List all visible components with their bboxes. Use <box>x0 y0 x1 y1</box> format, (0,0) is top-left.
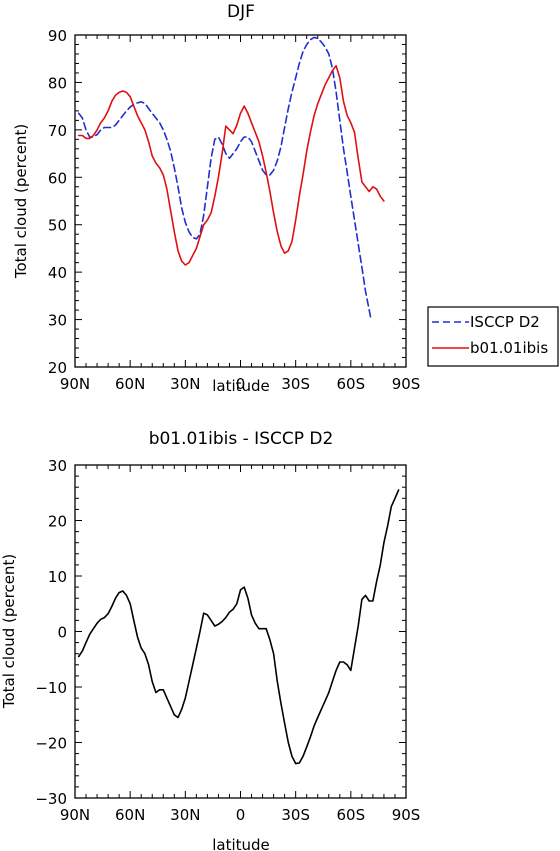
bottom-y-tick-label: −20 <box>35 735 67 753</box>
top-x-axis: 90N 60N 30N 0 30S 60S 90S <box>60 35 420 393</box>
bottom-y-axis: −30 −20 −10 0 10 20 30 <box>35 457 406 808</box>
top-x-tick-label: 0 <box>236 375 246 393</box>
top-x-tick-label: 90N <box>60 375 90 393</box>
bottom-x-axis: 90N 60N 30N 0 30S 60S 90S <box>60 465 420 824</box>
top-x-tick-label: 60S <box>337 375 366 393</box>
top-chart-panel: DJF 20 30 40 50 60 70 80 90 90N 60N 30N 0 30S 60S 90S… <box>12 2 559 395</box>
top-y-tick-label: 90 <box>48 27 67 45</box>
top-y-tick-label: 60 <box>48 169 67 187</box>
bottom-x-axis-label: latitude <box>212 836 270 851</box>
top-x-tick-label: 90S <box>392 375 421 393</box>
bottom-y-axis-label: Total cloud (percent) <box>0 554 18 709</box>
legend-label-b01: b01.01ibis <box>470 339 548 357</box>
top-y-axis: 20 30 40 50 60 70 80 90 <box>48 27 406 377</box>
top-y-tick-label: 30 <box>48 312 67 330</box>
top-x-tick-label: 30S <box>281 375 310 393</box>
legend-label-isccp: ISCCP D2 <box>470 313 540 331</box>
bottom-y-tick-label: −10 <box>35 679 67 697</box>
bottom-chart-panel: b01.01ibis - ISCCP D2 −30 −20 −10 0 10 20 30 9… <box>0 429 420 851</box>
top-x-tick-label: 60N <box>115 375 145 393</box>
bottom-y-tick-label: 30 <box>48 457 67 475</box>
bottom-x-tick-label: 30N <box>170 806 200 824</box>
bottom-chart-title: b01.01ibis - ISCCP D2 <box>149 429 334 449</box>
bottom-y-tick-label: 20 <box>48 513 67 531</box>
top-series-group <box>77 36 385 321</box>
top-y-axis-label: Total cloud (percent) <box>12 124 30 279</box>
bottom-x-tick-label: 30S <box>281 806 310 824</box>
legend-box <box>427 306 559 367</box>
bottom-x-tick-label: 60S <box>337 806 366 824</box>
bottom-x-tick-label: 0 <box>236 806 246 824</box>
bottom-x-tick-label: 90S <box>392 806 421 824</box>
top-series-line-b01-01ibis <box>77 65 385 266</box>
bottom-x-tick-label: 90N <box>60 806 90 824</box>
top-y-tick-label: 20 <box>48 359 67 377</box>
bottom-y-tick-label: 0 <box>57 624 67 642</box>
top-y-tick-label: 50 <box>48 217 67 235</box>
bottom-series-line-0 <box>77 489 400 765</box>
legend: ISCCP D2 b01.01ibis <box>427 306 559 367</box>
bottom-series-group <box>77 489 400 765</box>
bottom-x-tick-label: 60N <box>115 806 145 824</box>
top-y-tick-label: 70 <box>48 122 67 140</box>
top-y-tick-label: 40 <box>48 264 67 282</box>
top-y-tick-label: 80 <box>48 74 67 92</box>
bottom-y-tick-label: −30 <box>35 790 67 808</box>
top-x-tick-label: 30N <box>170 375 200 393</box>
top-series-line-isccp-d2 <box>77 36 372 321</box>
top-x-axis-label: latitude <box>212 377 270 395</box>
top-chart-title: DJF <box>227 2 255 22</box>
bottom-y-tick-label: 10 <box>48 568 67 586</box>
